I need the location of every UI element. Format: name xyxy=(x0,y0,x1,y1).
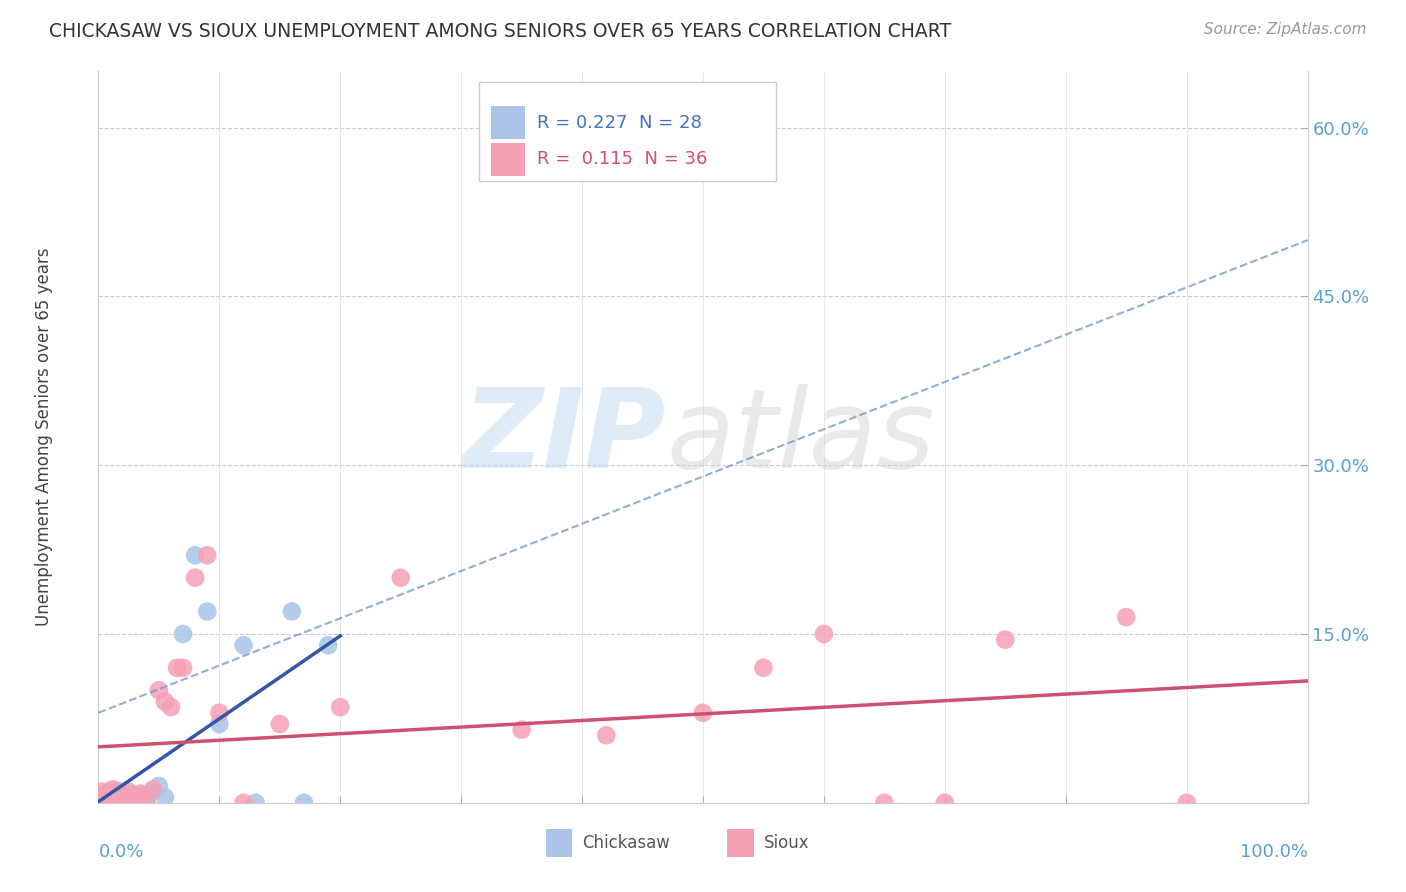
Point xyxy=(101,796,124,810)
Point xyxy=(172,661,194,675)
Point xyxy=(813,627,835,641)
Point xyxy=(245,796,267,810)
Point xyxy=(124,790,146,805)
Point xyxy=(135,796,157,810)
Point xyxy=(118,787,141,801)
Point xyxy=(129,787,152,801)
Point xyxy=(90,790,112,805)
FancyBboxPatch shape xyxy=(546,830,572,857)
Point xyxy=(195,548,218,562)
Point xyxy=(91,784,114,798)
Point xyxy=(389,571,412,585)
Point xyxy=(100,784,122,798)
Point xyxy=(105,790,128,805)
FancyBboxPatch shape xyxy=(727,830,754,857)
FancyBboxPatch shape xyxy=(479,82,776,181)
Point xyxy=(184,571,207,585)
Point xyxy=(153,694,176,708)
Point xyxy=(148,779,170,793)
Point xyxy=(142,784,165,798)
Point xyxy=(232,796,254,810)
Text: Sioux: Sioux xyxy=(763,834,808,852)
Text: ZIP: ZIP xyxy=(463,384,666,491)
Point xyxy=(269,717,291,731)
Point xyxy=(208,717,231,731)
FancyBboxPatch shape xyxy=(492,106,526,139)
Point xyxy=(208,706,231,720)
Point xyxy=(101,782,124,797)
Point xyxy=(281,605,304,619)
Point xyxy=(752,661,775,675)
Point xyxy=(87,796,110,810)
Point xyxy=(873,796,896,810)
Text: Chickasaw: Chickasaw xyxy=(582,834,671,852)
Point xyxy=(135,790,157,805)
Point xyxy=(97,787,120,801)
Point xyxy=(172,627,194,641)
Point xyxy=(184,548,207,562)
Point xyxy=(127,796,149,810)
Text: 100.0%: 100.0% xyxy=(1240,843,1308,861)
Point xyxy=(329,700,352,714)
Point xyxy=(934,796,956,810)
Point xyxy=(96,787,118,801)
Point xyxy=(232,638,254,652)
Point xyxy=(1175,796,1198,810)
Text: atlas: atlas xyxy=(666,384,935,491)
Point xyxy=(93,796,115,810)
Point xyxy=(316,638,339,652)
Point xyxy=(692,706,714,720)
Point xyxy=(994,632,1017,647)
Point xyxy=(100,790,122,805)
Text: Source: ZipAtlas.com: Source: ZipAtlas.com xyxy=(1204,22,1367,37)
Point xyxy=(510,723,533,737)
Point xyxy=(1115,610,1137,624)
Text: 0.0%: 0.0% xyxy=(98,843,143,861)
Point xyxy=(105,784,128,798)
Point xyxy=(93,796,115,810)
Point xyxy=(100,790,122,805)
Point xyxy=(166,661,188,675)
Text: Unemployment Among Seniors over 65 years: Unemployment Among Seniors over 65 years xyxy=(35,248,53,626)
Point xyxy=(292,796,315,810)
Text: R = 0.227  N = 28: R = 0.227 N = 28 xyxy=(537,113,702,131)
Point xyxy=(124,790,146,805)
Point xyxy=(153,790,176,805)
Point xyxy=(114,796,136,810)
Point xyxy=(111,790,134,805)
Point xyxy=(129,787,152,801)
Point xyxy=(108,784,131,798)
Point xyxy=(87,790,110,805)
Point xyxy=(108,796,131,810)
Point xyxy=(111,787,134,801)
Point xyxy=(148,683,170,698)
Point xyxy=(160,700,183,714)
Point xyxy=(118,784,141,798)
Point xyxy=(195,605,218,619)
Text: R =  0.115  N = 36: R = 0.115 N = 36 xyxy=(537,150,707,168)
FancyBboxPatch shape xyxy=(492,143,526,176)
Point xyxy=(142,782,165,797)
Point xyxy=(595,728,617,742)
Text: CHICKASAW VS SIOUX UNEMPLOYMENT AMONG SENIORS OVER 65 YEARS CORRELATION CHART: CHICKASAW VS SIOUX UNEMPLOYMENT AMONG SE… xyxy=(49,22,952,41)
